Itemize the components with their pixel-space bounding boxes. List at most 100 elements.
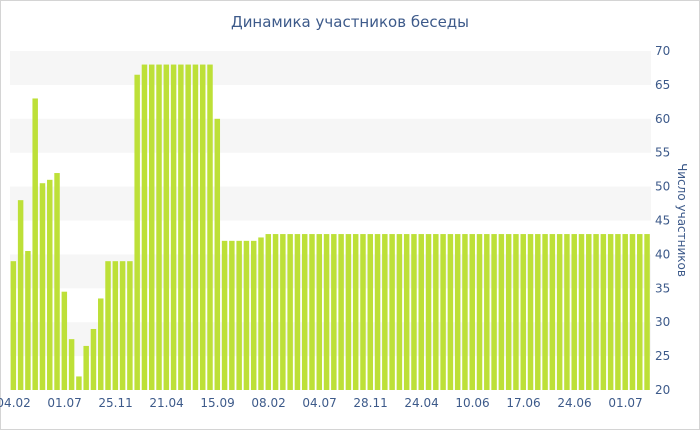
bar	[556, 234, 563, 390]
y-tick-label: 35	[655, 281, 670, 295]
bar	[403, 234, 410, 390]
y-axis-label: Число участников	[675, 163, 689, 277]
bar	[199, 64, 206, 390]
x-tick-label: 28.11	[353, 396, 387, 410]
bar	[498, 234, 505, 390]
bar	[440, 234, 446, 390]
bar	[170, 64, 177, 390]
bar	[578, 234, 585, 390]
bar	[491, 234, 497, 390]
bar	[615, 234, 621, 390]
bar	[214, 118, 221, 391]
bar	[535, 234, 541, 390]
bar	[76, 376, 82, 390]
bar	[629, 234, 636, 390]
y-tick-label: 55	[655, 146, 670, 160]
bar	[374, 234, 381, 390]
bar	[600, 234, 607, 390]
bar	[119, 261, 126, 390]
bar	[607, 234, 614, 390]
x-tick-label: 01.07	[608, 396, 642, 410]
y-tick-label: 20	[655, 383, 670, 397]
bar	[527, 234, 534, 390]
bar	[396, 234, 403, 390]
bar	[323, 234, 330, 390]
y-tick-label: 25	[655, 349, 670, 363]
bar	[105, 261, 111, 390]
bar	[47, 179, 53, 390]
bar	[411, 234, 417, 390]
bar	[542, 234, 548, 390]
bar	[352, 234, 359, 390]
bar	[331, 234, 337, 390]
bar	[476, 234, 483, 390]
bar	[360, 234, 366, 390]
bar	[301, 234, 308, 390]
bar	[345, 234, 352, 390]
x-tick-label: 24.06	[557, 396, 591, 410]
grid-band	[10, 118, 651, 153]
x-tick-label: 04.02	[0, 396, 31, 410]
bar	[112, 261, 119, 390]
x-tick-label: 08.02	[251, 396, 285, 410]
x-tick-label: 25.11	[98, 396, 132, 410]
y-tick-label: 45	[655, 214, 670, 228]
bar	[178, 64, 184, 390]
bar	[454, 234, 461, 390]
bar	[462, 234, 468, 390]
x-tick-label: 04.07	[302, 396, 336, 410]
bar	[571, 234, 577, 390]
y-tick-label: 50	[655, 180, 670, 194]
bar	[338, 234, 344, 390]
x-axis-ticks: 04.02 01.07 25.11 21.04 15.09 08.02 04.07 28.11…	[0, 396, 643, 410]
bar	[39, 183, 46, 390]
bar	[141, 64, 148, 390]
y-tick-label: 60	[655, 112, 670, 126]
grid-band	[10, 186, 651, 221]
bar	[265, 234, 272, 390]
bar	[156, 64, 162, 390]
bar	[272, 234, 279, 390]
bar	[367, 234, 373, 390]
bar	[644, 234, 650, 390]
bar	[17, 200, 24, 390]
bar	[185, 64, 191, 390]
bar	[236, 240, 242, 390]
bar	[564, 234, 570, 390]
bar	[250, 240, 257, 390]
y-axis-ticks: 20 25 30 35 40 45 50 55 60 65 70	[655, 44, 670, 397]
grid-band	[10, 51, 651, 85]
bar	[221, 240, 228, 390]
bar	[90, 328, 97, 390]
bar	[127, 261, 133, 390]
bar	[418, 234, 424, 390]
bar	[258, 237, 264, 390]
bar	[513, 234, 519, 390]
bar	[425, 234, 432, 390]
bar	[637, 234, 643, 390]
bar	[484, 234, 490, 390]
x-tick-label: 15.09	[200, 396, 234, 410]
bar	[192, 64, 199, 390]
bar	[207, 64, 213, 390]
bar	[83, 345, 89, 390]
bar	[243, 240, 250, 390]
y-tick-label: 30	[655, 315, 670, 329]
bar	[68, 339, 75, 390]
bar	[549, 234, 556, 390]
bar	[98, 298, 104, 390]
bar	[287, 234, 293, 390]
bar	[382, 234, 388, 390]
y-tick-label: 40	[655, 247, 670, 261]
bar	[229, 240, 235, 390]
bar	[520, 234, 526, 390]
x-tick-label: 10.06	[455, 396, 489, 410]
bar	[433, 234, 439, 390]
x-tick-label: 01.07	[47, 396, 81, 410]
bar	[593, 234, 599, 390]
bar	[505, 234, 512, 390]
bar	[586, 234, 592, 390]
bar	[10, 261, 17, 390]
bar	[134, 74, 140, 390]
x-tick-label: 21.04	[149, 396, 183, 410]
